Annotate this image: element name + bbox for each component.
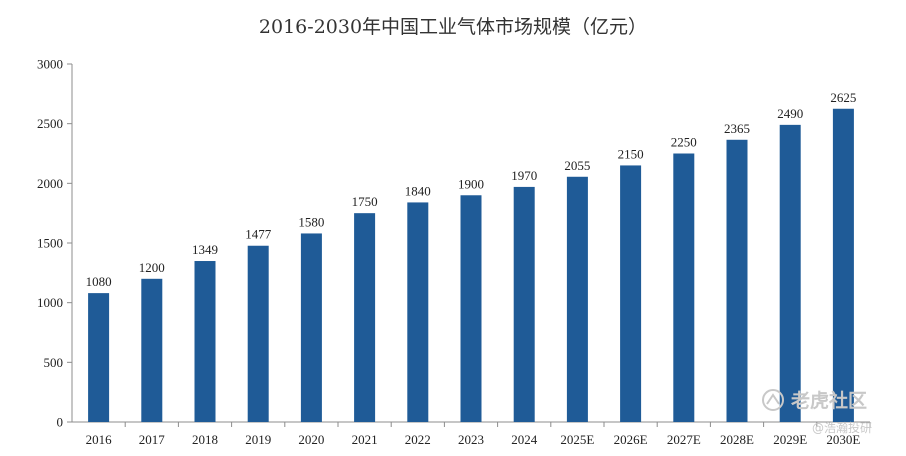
x-tick-label: 2019 <box>245 432 271 447</box>
x-tick-label: 2026E <box>614 432 648 447</box>
x-tick-label: 2017 <box>139 432 166 447</box>
x-tick-label: 2023 <box>458 432 484 447</box>
y-tick-label: 2000 <box>37 176 63 191</box>
tiger-logo-icon <box>762 389 784 411</box>
watermark-brand: 老虎社区 <box>791 389 867 412</box>
y-tick-label: 1500 <box>37 236 63 251</box>
x-tick-label: 2016 <box>86 432 113 447</box>
bar <box>88 293 110 422</box>
data-label: 2625 <box>830 90 856 105</box>
data-label: 2250 <box>671 135 697 150</box>
x-tick-label: 2021 <box>352 432 378 447</box>
bar <box>566 176 588 422</box>
x-tick-label: 2025E <box>560 432 594 447</box>
data-label: 1349 <box>192 242 218 257</box>
x-tick-label: 2024 <box>511 432 538 447</box>
data-label: 1200 <box>139 260 165 275</box>
x-tick-label: 2027E <box>667 432 701 447</box>
x-tick-label: 2029E <box>773 432 807 447</box>
x-tick-label: 2022 <box>405 432 431 447</box>
bar <box>460 195 482 422</box>
bar <box>141 278 163 422</box>
y-tick-label: 0 <box>57 415 64 430</box>
y-tick-label: 1000 <box>37 295 63 310</box>
bar <box>513 186 535 422</box>
bar <box>779 124 801 423</box>
x-axis: 2016 2017 2018 2019 2020 2021 2022 2023 2024 2025… <box>72 421 871 447</box>
y-tick-label: 500 <box>44 355 64 370</box>
data-label: 2490 <box>777 106 803 121</box>
data-label: 1900 <box>458 176 484 191</box>
x-tick-label: 2028E <box>720 432 754 447</box>
x-tick-label: 2020 <box>298 432 324 447</box>
data-labels: 1080 1200 1349 1477 1580 1750 1840 1900 1970 2055… <box>86 90 857 289</box>
data-label: 1840 <box>405 183 431 198</box>
bar <box>354 213 376 422</box>
bar <box>726 139 748 422</box>
data-label: 1080 <box>86 274 112 289</box>
data-label: 1970 <box>511 168 537 183</box>
data-label: 1580 <box>298 214 324 229</box>
bar <box>247 245 269 422</box>
data-label: 2150 <box>618 146 644 161</box>
bar <box>194 261 216 422</box>
bar <box>300 233 322 422</box>
y-axis: 0 500 1000 1500 2000 2500 3000 <box>37 57 73 430</box>
data-label: 1750 <box>352 194 378 209</box>
data-label: 1477 <box>245 227 272 242</box>
y-tick-label: 2500 <box>37 116 63 131</box>
watermark: 老虎社区 @浩瀚投研 <box>762 389 872 435</box>
x-tick-label: 2030E <box>826 432 860 447</box>
bar <box>673 153 695 422</box>
data-label: 2055 <box>564 158 590 173</box>
watermark-source: @浩瀚投研 <box>812 420 872 435</box>
chart-title: 2016-2030年中国工业气体市场规模（亿元） <box>259 16 647 38</box>
y-tick-label: 3000 <box>37 57 63 72</box>
bar <box>620 165 642 422</box>
bar <box>407 202 429 422</box>
bar <box>832 108 854 422</box>
data-label: 2365 <box>724 121 750 136</box>
bar-series <box>88 108 854 423</box>
x-tick-label: 2018 <box>192 432 218 447</box>
